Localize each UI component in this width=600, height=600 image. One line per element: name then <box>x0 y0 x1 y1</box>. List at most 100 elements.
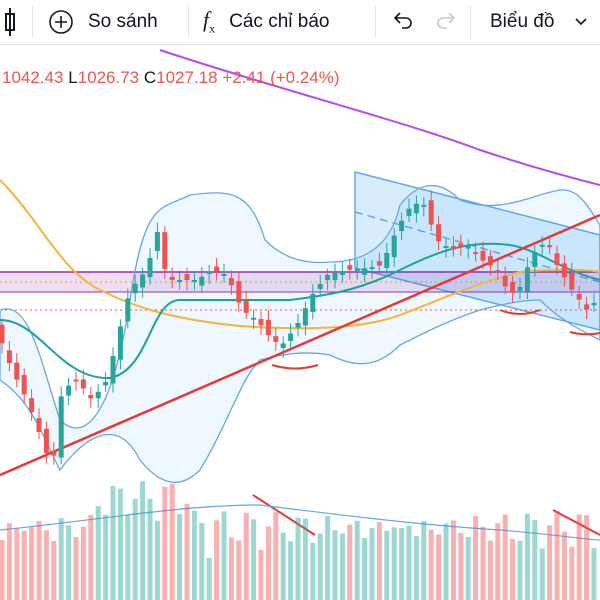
candle <box>561 263 567 278</box>
close: 1027.18 <box>156 68 218 87</box>
volume-bar <box>73 536 79 600</box>
volume-bar <box>406 525 412 600</box>
candle <box>517 287 523 291</box>
candle <box>6 350 12 364</box>
candle <box>14 362 20 380</box>
volume-bar <box>0 540 5 600</box>
volume-bar <box>554 510 560 600</box>
candle <box>258 319 264 326</box>
candle <box>487 256 493 266</box>
volume-bar <box>391 527 397 600</box>
candle <box>162 232 168 269</box>
volume-bar <box>428 529 434 600</box>
volume-bar <box>162 486 168 600</box>
toolbar: So sánh fx Các chỉ báo Biểu đồ <box>0 0 600 45</box>
volume-ma <box>0 504 600 541</box>
volume-bar <box>465 536 471 600</box>
undo-button[interactable] <box>390 0 414 44</box>
ma-long <box>0 179 600 330</box>
candle <box>539 244 545 247</box>
candle <box>80 379 86 389</box>
volume-bar <box>310 542 316 600</box>
volume-bar <box>443 523 449 600</box>
candle <box>288 333 294 341</box>
volume-divergence <box>252 494 316 536</box>
indicators-button[interactable]: fx Các chỉ báo <box>203 0 329 44</box>
chart-type-button[interactable]: Biểu đồ <box>490 0 588 44</box>
low: 1026.73 <box>77 68 140 87</box>
volume-bar <box>450 520 456 600</box>
candle <box>510 281 516 293</box>
volume-bar <box>584 515 590 600</box>
volume-bar <box>154 520 160 600</box>
candle <box>399 220 405 231</box>
candle <box>125 298 131 322</box>
volume-bar <box>332 530 338 600</box>
separator <box>470 6 471 38</box>
candle <box>524 267 530 292</box>
volume-bar <box>495 523 501 600</box>
chevron <box>575 18 588 26</box>
candle <box>66 385 72 396</box>
volume-bar <box>29 527 35 600</box>
candle <box>495 270 501 273</box>
candle <box>325 274 331 281</box>
candle <box>177 280 183 282</box>
candle <box>532 252 538 267</box>
volume-bar <box>169 483 175 600</box>
volume-bar <box>51 541 57 600</box>
candle <box>406 208 412 216</box>
volume-bar <box>243 512 249 600</box>
candle <box>58 396 64 458</box>
candle <box>228 278 234 286</box>
candle <box>584 304 590 310</box>
candle <box>547 245 553 248</box>
candle <box>88 395 94 399</box>
high: 1042.43 <box>2 68 64 87</box>
candle <box>73 379 79 382</box>
volume-bar <box>184 503 190 600</box>
candle <box>369 267 375 269</box>
compare-button[interactable]: So sánh <box>48 0 158 44</box>
volume-bar <box>66 525 72 600</box>
volume-bar <box>502 514 508 600</box>
candle <box>339 271 345 275</box>
compare-label: So sánh <box>88 11 158 32</box>
volume-bar <box>480 526 486 600</box>
volume-bar <box>140 481 146 600</box>
ma-mid <box>0 242 600 380</box>
ma-far <box>159 49 600 186</box>
candle <box>147 258 153 278</box>
candle <box>43 428 49 454</box>
candle <box>428 200 434 225</box>
candle <box>132 283 138 294</box>
volume-bar <box>80 526 86 600</box>
volume-bar <box>43 530 49 600</box>
volume-bar <box>532 519 538 600</box>
candle <box>465 246 471 249</box>
volume-bar <box>295 517 301 600</box>
candle <box>117 326 123 360</box>
candle <box>332 273 338 281</box>
volume-bar <box>421 520 427 600</box>
volume-bar <box>524 513 530 600</box>
candle <box>436 224 442 242</box>
candle <box>569 272 575 290</box>
candle-icon[interactable] <box>2 0 22 44</box>
candle <box>473 252 479 255</box>
candle <box>421 204 427 207</box>
plus-icon <box>49 10 73 34</box>
volume-bar <box>369 527 375 600</box>
separator <box>188 6 189 38</box>
volume-bar <box>376 522 382 600</box>
candle <box>21 374 27 395</box>
volume-bar <box>103 514 109 600</box>
candle <box>243 300 249 313</box>
candle <box>36 418 42 432</box>
volume-bar <box>362 538 368 600</box>
separator <box>32 6 33 38</box>
volume-bar <box>58 518 64 600</box>
volume-bar <box>236 540 242 600</box>
redo-button[interactable] <box>435 0 459 44</box>
volume-bar <box>384 530 390 600</box>
